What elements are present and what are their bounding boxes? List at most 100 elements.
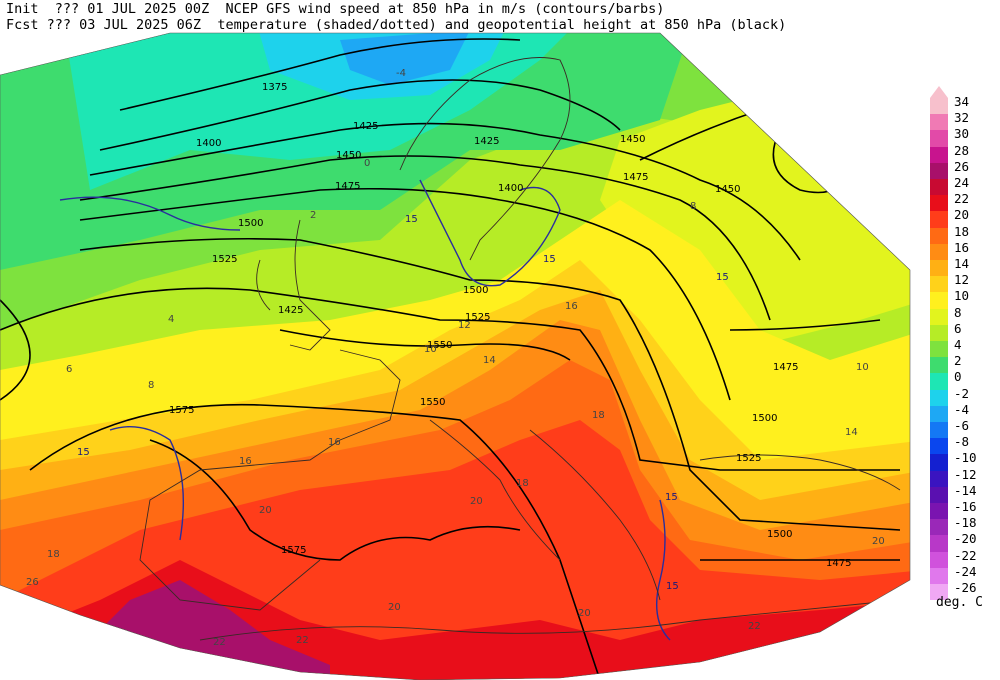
height-label: 1500 xyxy=(752,413,777,424)
colorbar-label: 0 xyxy=(954,369,962,385)
temp-label: 26 xyxy=(26,577,39,588)
colorbar-swatch xyxy=(930,438,948,455)
wind-label: 15 xyxy=(77,447,90,458)
coastlines xyxy=(139,57,901,641)
colorbar-swatch xyxy=(930,179,948,196)
height-label: 1425 xyxy=(278,305,303,316)
temperature-labels: -4 0 2 4 6 8 10 12 14 16 18 20 22 26 8 1… xyxy=(26,68,885,648)
height-label: 1550 xyxy=(427,340,452,351)
colorbar-label: 22 xyxy=(954,191,970,207)
height-label: 1500 xyxy=(463,285,488,296)
height-label: 1575 xyxy=(281,545,306,556)
temp-label: 20 xyxy=(259,505,272,516)
colorbar-swatch xyxy=(930,567,948,584)
colorbar-label: 14 xyxy=(954,256,970,271)
colorbar-label: 4 xyxy=(954,337,962,352)
colorbar-swatch xyxy=(930,98,948,115)
colorbar-swatch xyxy=(930,405,948,422)
height-label: 1500 xyxy=(238,218,263,229)
temp-label: 18 xyxy=(592,410,605,421)
temperature-shading xyxy=(0,33,910,680)
temp-label: 2 xyxy=(310,210,316,221)
height-label: 1425 xyxy=(353,121,378,132)
coast-black-sea xyxy=(699,454,901,491)
temp-label: 12 xyxy=(458,320,471,331)
colorbar-swatch xyxy=(930,243,948,260)
colorbar-label: 8 xyxy=(954,304,962,320)
colorbar-swatch xyxy=(930,162,948,179)
height-contour-west xyxy=(0,299,31,401)
height-label: 1475 xyxy=(623,172,648,183)
colorbar-label: -24 xyxy=(954,563,977,579)
colorbar-swatch xyxy=(930,551,948,568)
colorbar-swatch xyxy=(930,357,948,374)
colorbar-swatch xyxy=(930,373,948,390)
temp-label: 10 xyxy=(856,362,869,373)
map-border xyxy=(0,32,911,680)
colorbar-swatch xyxy=(930,389,948,406)
wind-label: 15 xyxy=(405,214,418,225)
height-label: 1500 xyxy=(767,529,792,540)
height-label: 1450 xyxy=(620,134,645,145)
wind-label: 15 xyxy=(665,492,678,503)
temp-label: 0 xyxy=(364,158,370,169)
colorbar-swatch xyxy=(930,260,948,277)
colorbar-swatch xyxy=(930,535,948,552)
height-contour-1475 xyxy=(79,187,731,401)
temp-label: -4 xyxy=(396,68,406,79)
temp-label: 8 xyxy=(690,201,696,212)
temp-label: 16 xyxy=(328,437,341,448)
colorbar-label: 16 xyxy=(954,239,970,255)
colorbar-label: 2 xyxy=(954,353,962,369)
coast-ireland xyxy=(256,259,271,311)
temp-label: 18 xyxy=(516,478,529,489)
coast-scandinavia xyxy=(399,57,571,261)
colorbar-label: 26 xyxy=(954,158,970,174)
temp-label: 18 xyxy=(47,549,60,560)
colorbar-swatch xyxy=(930,195,948,212)
colorbar-label: -22 xyxy=(954,547,977,563)
height-contour-1400 xyxy=(99,79,621,151)
colorbar-swatch xyxy=(930,324,948,341)
temp-label: 14 xyxy=(845,427,858,438)
wind-contour-atlantic xyxy=(59,196,241,231)
colorbar-label: 24 xyxy=(954,175,970,190)
wind-label: 15 xyxy=(716,272,729,283)
height-contour-1525 xyxy=(0,287,900,471)
colorbar-label: -26 xyxy=(954,580,977,595)
height-label: 1525 xyxy=(736,453,761,464)
colorbar-label: -4 xyxy=(954,401,970,417)
temp-band-minus4 xyxy=(340,33,470,85)
height-contour-1375 xyxy=(119,38,521,111)
height-contour-1575 xyxy=(29,403,601,680)
colorbar-swatch xyxy=(930,211,948,228)
height-label: 1525 xyxy=(212,254,237,265)
temp-label: 14 xyxy=(483,355,496,366)
height-label: 1400 xyxy=(498,183,523,194)
colorbar-label: -2 xyxy=(954,385,970,401)
height-label: 1475 xyxy=(773,362,798,373)
colorbar-label: -14 xyxy=(954,482,977,498)
wind-contour-biscay xyxy=(109,425,185,541)
wind-label: 15 xyxy=(543,254,556,265)
height-contour-1500 xyxy=(79,237,901,531)
height-label: 1450 xyxy=(715,184,740,195)
wind-label: 15 xyxy=(666,581,679,592)
height-labels: 1375 1400 1425 1450 1475 1500 1525 1550 … xyxy=(169,82,851,569)
wind-contour-baltic xyxy=(419,179,561,287)
coast-balkans xyxy=(529,429,661,601)
colorbar-top-arrow xyxy=(930,86,948,98)
temp-label: 20 xyxy=(470,496,483,507)
temp-label: 16 xyxy=(239,456,252,467)
coast-north-africa xyxy=(199,599,901,641)
colorbar-units: deg. C xyxy=(936,595,983,610)
colorbar-label: -18 xyxy=(954,515,977,531)
colorbar-swatch xyxy=(930,130,948,147)
colorbar-label: -6 xyxy=(954,418,970,433)
colorbar-label: -20 xyxy=(954,531,977,547)
height-label: 1425 xyxy=(474,136,499,147)
height-contour-1450 xyxy=(79,155,771,321)
colorbar-swatch xyxy=(930,146,948,163)
temp-label: 4 xyxy=(168,314,174,325)
temp-label: 16 xyxy=(565,301,578,312)
